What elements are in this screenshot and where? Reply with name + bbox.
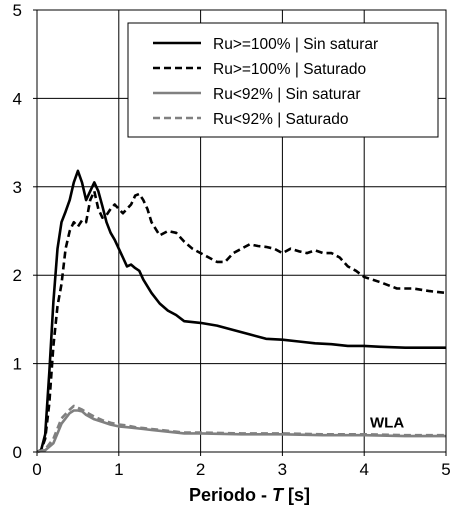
series-line-2 <box>36 189 447 454</box>
y-tick-label: 4 <box>13 89 22 108</box>
legend-label: Ru<92% | Saturado <box>213 111 348 128</box>
tick-labels: 0 1 2 3 4 5 0 1 2 3 4 5 <box>13 1 451 479</box>
y-tick-label: 3 <box>13 178 22 197</box>
y-tick-label: 2 <box>13 266 22 285</box>
legend-label: Ru>=100% | Saturado <box>213 61 366 78</box>
x-tick-label: 0 <box>32 460 41 479</box>
plot-frame <box>36 9 447 453</box>
x-tick-label: 3 <box>278 460 287 479</box>
annotation-wla: WLA <box>370 414 404 431</box>
series-layer <box>36 169 447 454</box>
x-tick-label: 4 <box>359 460 368 479</box>
series-line-4 <box>36 404 446 454</box>
x-axis-label-variable: T <box>272 485 285 505</box>
y-tick-label: 0 <box>13 443 22 462</box>
x-axis-label: Periodo - T [s] <box>189 485 310 505</box>
x-tick-label: 1 <box>114 460 123 479</box>
x-axis-label-suffix: [s] <box>283 485 310 505</box>
x-axis-label-prefix: Periodo - <box>189 485 272 505</box>
y-tick-label: 1 <box>13 355 22 374</box>
y-tick-label: 5 <box>13 1 22 20</box>
x-tick-label: 2 <box>196 460 205 479</box>
legend-label: Ru<92% | Sin saturar <box>213 86 360 103</box>
series-line-1 <box>36 169 446 454</box>
legend: Ru>=100% | Sin saturar Ru>=100% | Saturad… <box>127 22 439 138</box>
x-tick-label: 5 <box>441 460 450 479</box>
legend-label: Ru>=100% | Sin saturar <box>213 36 378 53</box>
